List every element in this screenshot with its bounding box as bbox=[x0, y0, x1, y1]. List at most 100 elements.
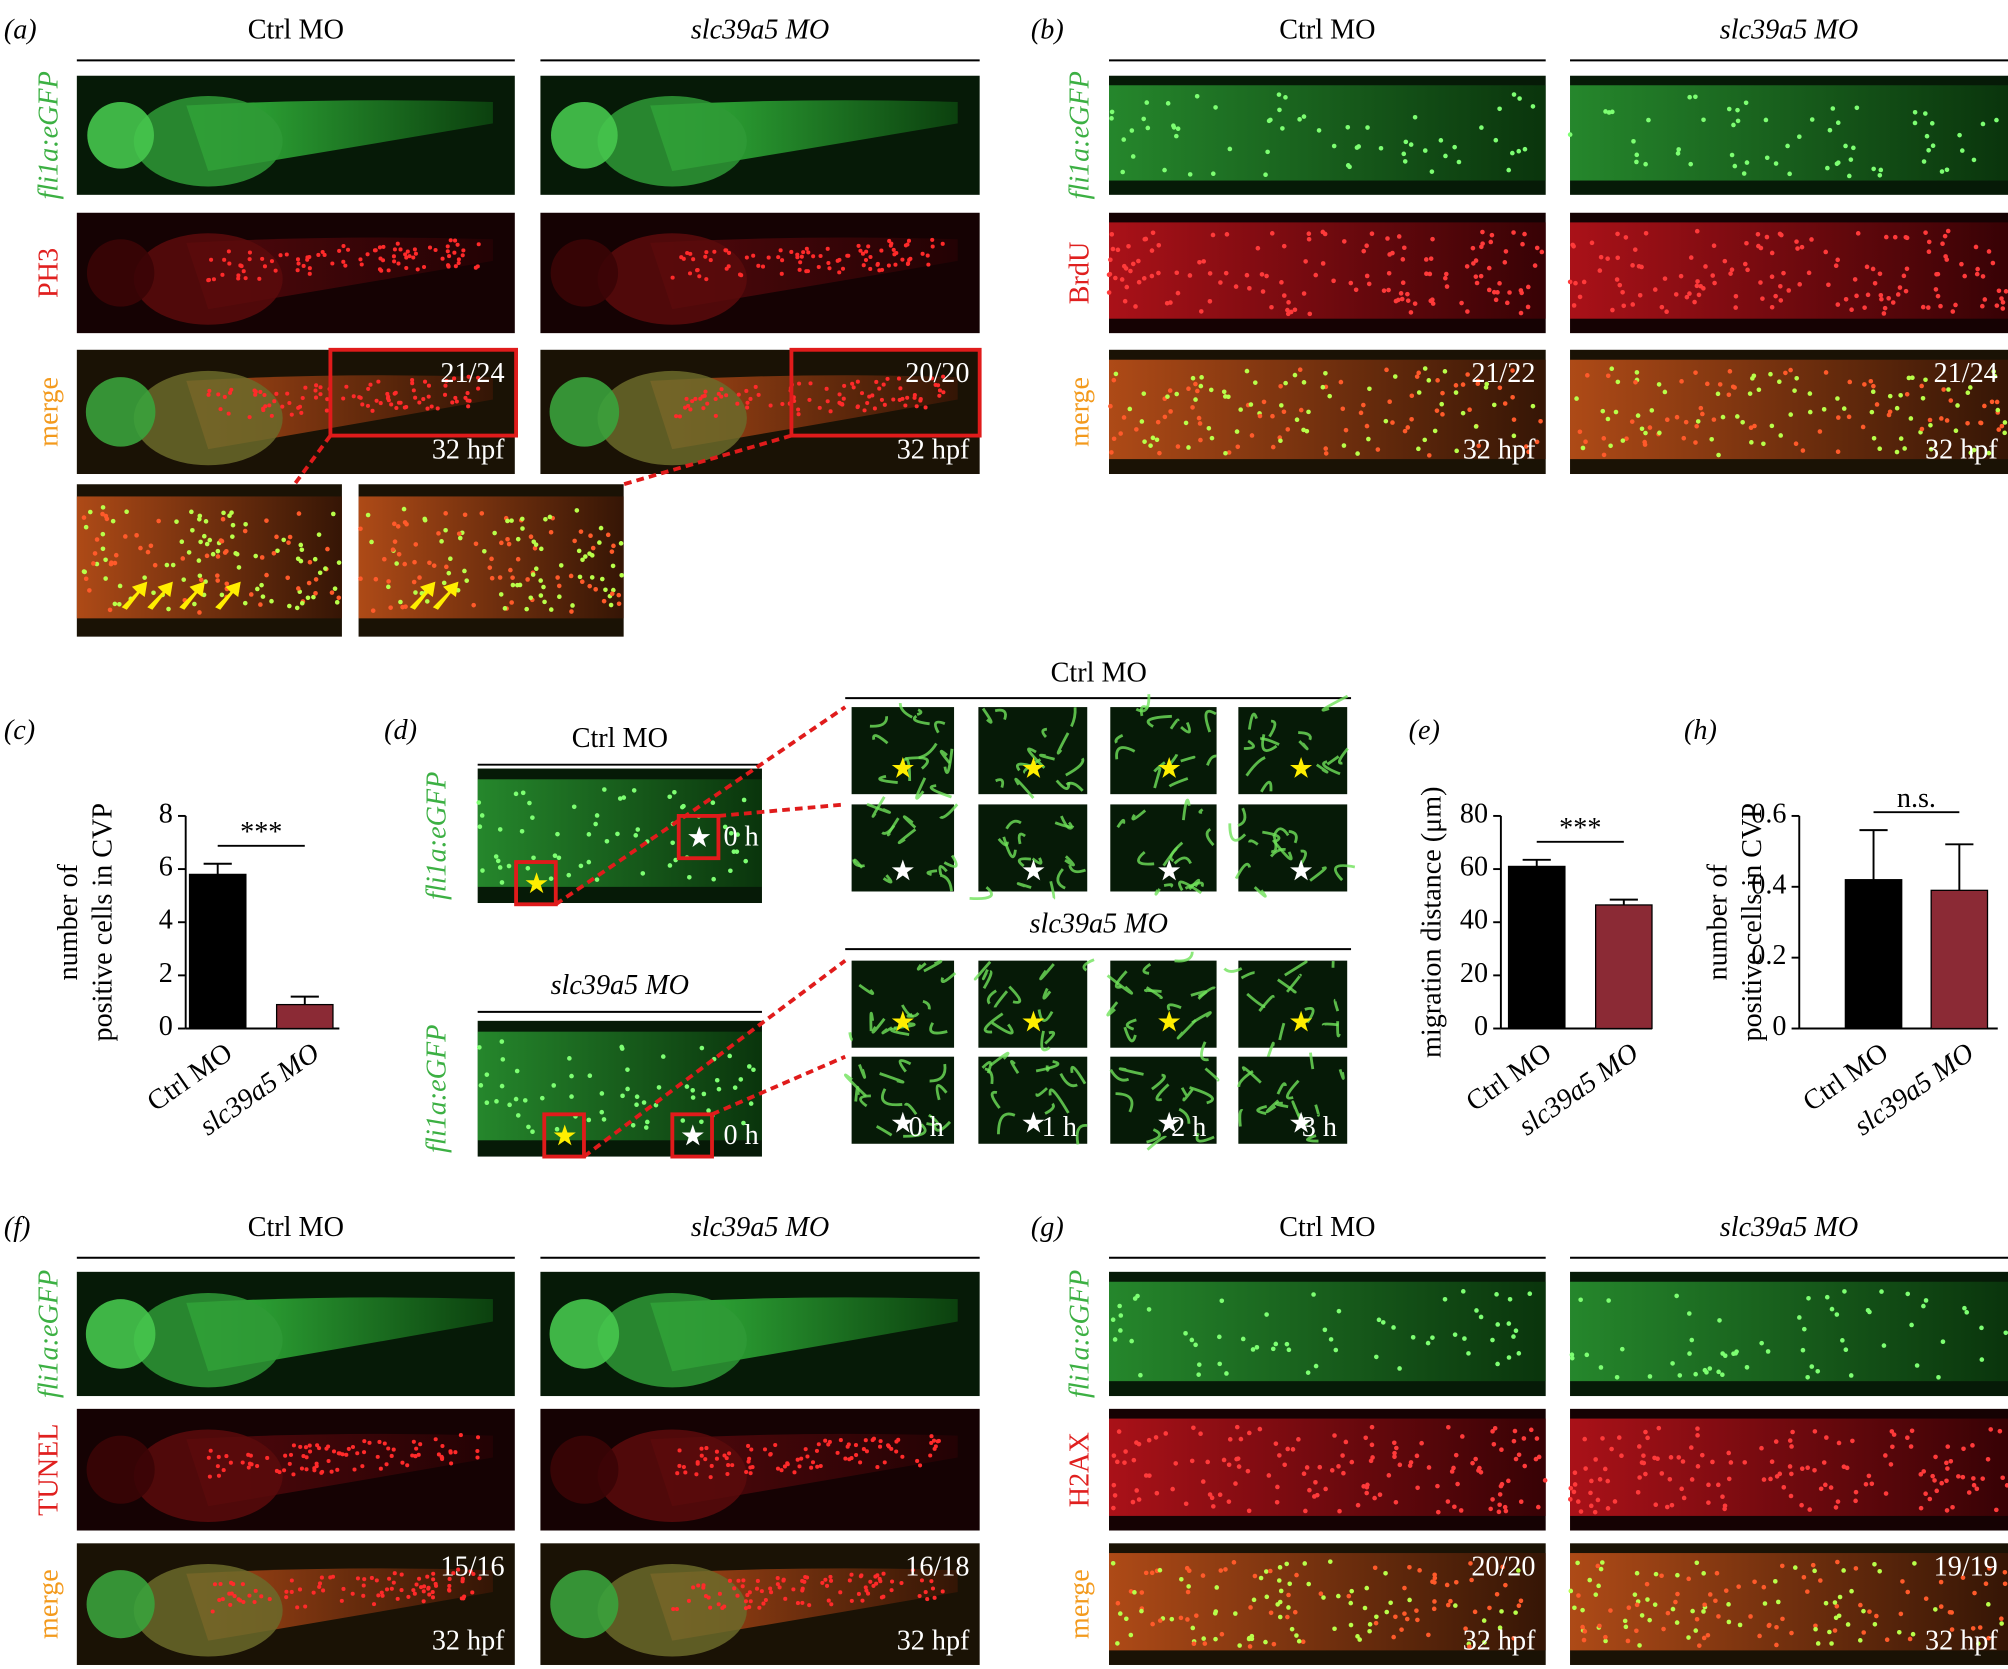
cell-dot bbox=[417, 575, 422, 580]
cell-dot bbox=[1792, 388, 1797, 393]
cell-dot bbox=[1443, 275, 1448, 281]
cell-dot bbox=[1643, 430, 1648, 436]
cell-dot bbox=[634, 1094, 640, 1100]
vessel bbox=[1253, 886, 1267, 898]
asterisk bbox=[1158, 1111, 1181, 1133]
cell-dot bbox=[466, 374, 471, 379]
cell-dot bbox=[1453, 1579, 1459, 1585]
row-label: fli1a:eGFP bbox=[1065, 1270, 1096, 1398]
cell-dot bbox=[1980, 274, 1986, 279]
cell-dot bbox=[216, 392, 221, 397]
asterisk bbox=[891, 757, 914, 778]
cell-dot bbox=[1452, 1332, 1458, 1337]
cell-dot bbox=[204, 541, 210, 547]
cell-dot bbox=[1970, 1626, 1976, 1631]
cell-dot bbox=[1833, 263, 1839, 269]
cell-dot bbox=[686, 1598, 691, 1603]
cell-dot bbox=[1223, 270, 1229, 276]
cell-dot bbox=[1653, 1571, 1659, 1577]
cell-dot bbox=[1881, 1343, 1887, 1348]
cell-dot bbox=[1306, 231, 1312, 237]
cell-dot bbox=[1142, 439, 1147, 444]
cell-dot bbox=[1806, 270, 1812, 276]
vessel bbox=[1068, 864, 1086, 874]
cell-dot bbox=[289, 1578, 294, 1583]
cell-dot bbox=[1207, 271, 1213, 276]
cell-dot bbox=[510, 575, 515, 580]
cell-dot bbox=[1513, 1328, 1519, 1334]
cell-dot bbox=[1496, 1509, 1502, 1515]
cell-dot bbox=[421, 397, 426, 402]
cell-dot bbox=[1199, 375, 1204, 380]
cell-dot bbox=[1684, 294, 1690, 300]
cell-dot bbox=[1715, 391, 1721, 397]
cell-dot bbox=[1422, 148, 1428, 153]
cell-dot bbox=[579, 579, 585, 585]
cell-dot bbox=[1701, 1571, 1706, 1576]
cell-dot bbox=[1494, 1292, 1499, 1297]
cell-dot bbox=[303, 1604, 308, 1609]
cell-dot bbox=[870, 393, 875, 398]
cell-dot bbox=[382, 1441, 387, 1446]
cell-dot bbox=[1486, 287, 1492, 293]
cell-dot bbox=[378, 401, 383, 406]
cell-dot bbox=[311, 594, 316, 600]
cell-dot bbox=[1953, 428, 1959, 434]
image-bg bbox=[851, 707, 955, 795]
cell-dot bbox=[1812, 1429, 1818, 1434]
cell-dot bbox=[900, 257, 905, 262]
cell-dot bbox=[1117, 1611, 1123, 1616]
vessel bbox=[1243, 739, 1255, 750]
cell-dot bbox=[229, 1591, 234, 1596]
cell-dot bbox=[1459, 300, 1464, 306]
cell-dot bbox=[1341, 443, 1347, 448]
cell-dot bbox=[1294, 1572, 1299, 1578]
cell-dot bbox=[1852, 277, 1858, 282]
cell-dot bbox=[574, 508, 580, 513]
cell-dot bbox=[1608, 443, 1613, 449]
cell-dot bbox=[1145, 125, 1151, 131]
cell-dot bbox=[1356, 144, 1361, 149]
cell-dot bbox=[1932, 1478, 1937, 1483]
head bbox=[549, 377, 620, 447]
vessel bbox=[1002, 836, 1017, 859]
cell-dot bbox=[430, 1590, 435, 1595]
cell-dot bbox=[776, 255, 781, 260]
cell-dot bbox=[865, 1591, 871, 1596]
cell-dot bbox=[1990, 260, 1996, 266]
vessel bbox=[859, 1094, 871, 1108]
cell-dot bbox=[530, 572, 536, 577]
cell-dot bbox=[1410, 1335, 1416, 1340]
cell-dot bbox=[1997, 1428, 2003, 1434]
cell-dot bbox=[316, 532, 322, 537]
count: 21/24 bbox=[1934, 358, 1998, 389]
cell-dot bbox=[1530, 104, 1536, 109]
cell-dot bbox=[1405, 298, 1411, 303]
cell-dot bbox=[1121, 415, 1127, 420]
zoom-box bbox=[789, 347, 982, 438]
cell-dot bbox=[1930, 143, 1936, 149]
cell-dot bbox=[863, 1438, 868, 1443]
yolk bbox=[597, 370, 747, 466]
cell-dot bbox=[1783, 370, 1788, 376]
cell-dot bbox=[341, 1586, 346, 1592]
trunk bbox=[477, 1031, 762, 1141]
micrograph bbox=[1238, 694, 1349, 795]
vessel bbox=[1040, 1030, 1051, 1052]
cell-dot bbox=[1636, 263, 1642, 269]
cell-dot bbox=[894, 1449, 899, 1454]
vessel bbox=[1075, 1124, 1088, 1145]
vessel bbox=[1306, 1134, 1319, 1143]
cell-dot bbox=[365, 403, 370, 408]
cell-dot bbox=[710, 800, 716, 806]
cell-dot bbox=[218, 407, 223, 412]
vessel bbox=[1182, 1088, 1194, 1102]
cell-dot bbox=[229, 387, 234, 392]
cell-dot bbox=[1414, 1453, 1420, 1459]
cell-dot bbox=[795, 255, 800, 260]
cell-dot bbox=[1774, 1624, 1779, 1630]
cell-dot bbox=[935, 1439, 940, 1444]
cell-dot bbox=[1577, 429, 1583, 435]
cell-dot bbox=[1197, 259, 1202, 265]
cell-dot bbox=[856, 1591, 861, 1597]
